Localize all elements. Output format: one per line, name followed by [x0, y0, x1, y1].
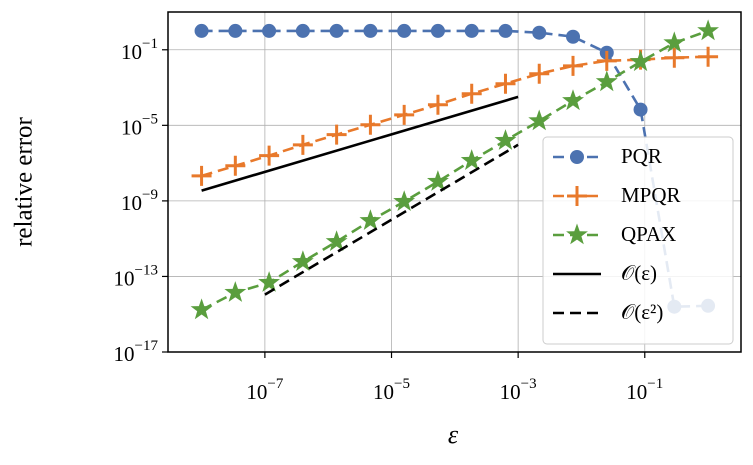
- marker: [262, 23, 277, 38]
- marker: [567, 186, 587, 206]
- marker: [363, 23, 378, 38]
- marker: [663, 31, 686, 53]
- series-line: [201, 55, 709, 178]
- series-line: [201, 95, 519, 192]
- marker: [464, 23, 479, 38]
- x-tick-label: 10−1: [626, 376, 663, 403]
- legend-label: 𝒪(ε²): [621, 300, 663, 324]
- marker: [529, 63, 550, 84]
- marker: [228, 23, 243, 38]
- legend-label: QPAX: [621, 222, 676, 246]
- marker: [430, 23, 445, 38]
- marker: [326, 124, 347, 145]
- legend-label: 𝒪(ε): [621, 261, 657, 285]
- marker: [427, 94, 448, 115]
- y-tick-label: 10−17: [114, 338, 159, 365]
- y-tick-label: 10−9: [121, 187, 158, 214]
- marker: [629, 50, 652, 72]
- x-axis-label: ε: [448, 420, 459, 449]
- marker: [495, 73, 516, 94]
- marker: [461, 83, 482, 104]
- marker: [258, 271, 280, 292]
- plot-frame: [167, 11, 742, 353]
- marker: [633, 102, 648, 117]
- marker: [596, 50, 617, 71]
- marker: [360, 114, 381, 135]
- legend-label: PQR: [621, 144, 662, 168]
- y-tick-label: 10−13: [114, 263, 158, 290]
- marker: [190, 298, 213, 320]
- marker: [460, 149, 483, 170]
- marker: [566, 223, 588, 245]
- marker: [224, 281, 247, 302]
- marker: [295, 23, 310, 38]
- marker: [292, 134, 313, 155]
- marker: [397, 23, 412, 38]
- marker: [528, 109, 551, 131]
- marker: [225, 155, 246, 176]
- marker: [570, 150, 584, 164]
- marker: [427, 170, 449, 191]
- legend: PQR MPQR QPAX 𝒪(ε) 𝒪(ε²): [542, 136, 734, 345]
- x-tick-label: 10−3: [500, 376, 537, 403]
- marker: [325, 230, 348, 251]
- y-tick-label: 10−5: [121, 112, 158, 139]
- marker: [532, 25, 547, 40]
- marker: [664, 47, 685, 68]
- marker: [194, 23, 209, 38]
- legend-label: MPQR: [621, 183, 681, 207]
- marker: [563, 55, 584, 76]
- marker: [329, 23, 344, 38]
- y-axis-label: relative error: [11, 116, 38, 246]
- marker: [562, 89, 584, 111]
- marker: [259, 145, 280, 166]
- legend-box: [542, 136, 734, 345]
- series-line: [201, 29, 709, 312]
- marker: [291, 250, 314, 271]
- marker: [697, 19, 719, 41]
- marker: [393, 190, 416, 211]
- y-tick-label: 10−1: [121, 36, 158, 63]
- marker: [595, 70, 618, 92]
- marker: [494, 129, 517, 150]
- marker: [698, 46, 719, 67]
- series-line: [264, 143, 519, 296]
- marker: [566, 29, 581, 44]
- series-line: [201, 29, 709, 309]
- marker: [191, 165, 212, 186]
- x-tick-label: 10−7: [246, 376, 283, 403]
- marker: [359, 209, 382, 230]
- marker: [394, 104, 415, 125]
- x-tick-label: 10−5: [373, 376, 410, 403]
- marker: [498, 23, 513, 38]
